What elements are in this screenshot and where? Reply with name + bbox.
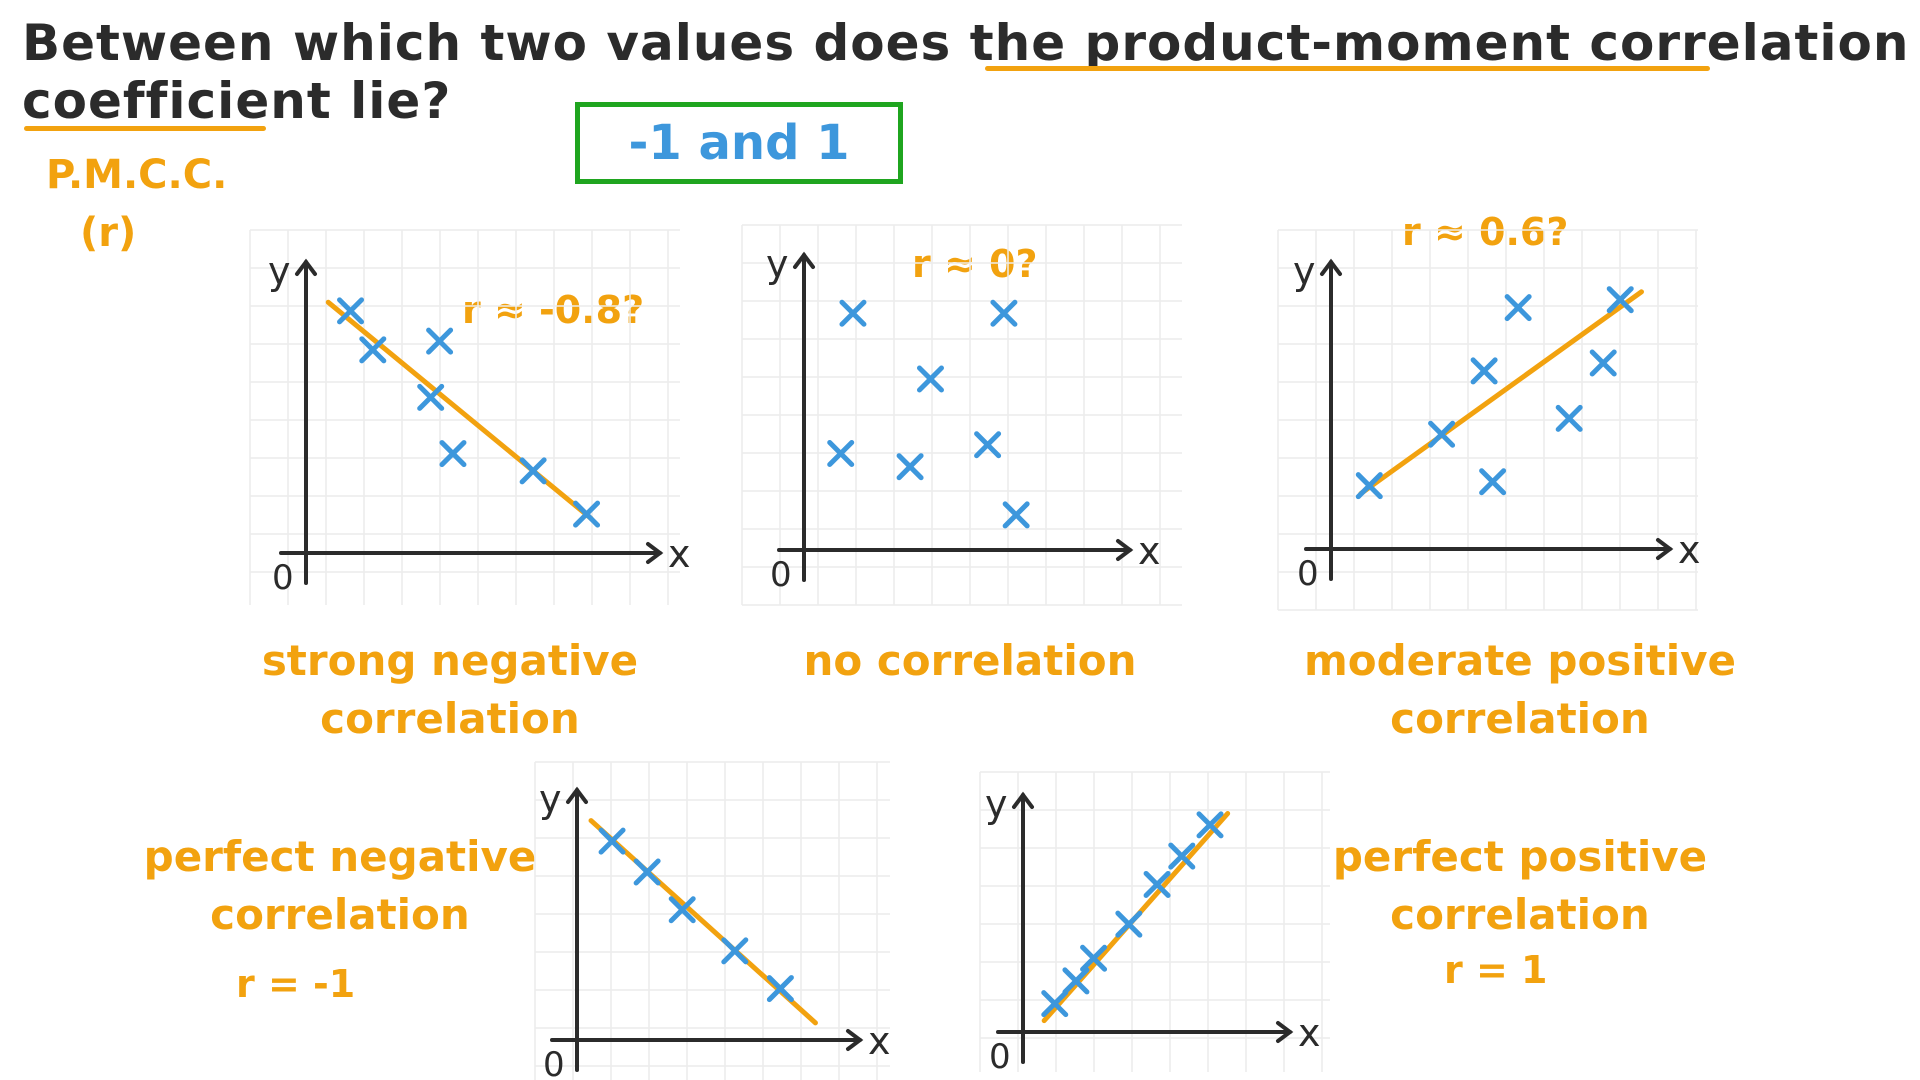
chart-1-point-3 xyxy=(426,327,454,355)
chart-5-y-label: y xyxy=(985,782,1008,826)
chart-1-annotation: r ≈ -0.8? xyxy=(462,288,645,332)
chart-5-point-7 xyxy=(1196,811,1224,839)
underline-coefficient xyxy=(24,126,266,131)
chart-1-label: strong negative correlation xyxy=(240,632,660,748)
chart-2-point-4 xyxy=(896,453,924,481)
chart-2-x-arrow xyxy=(1116,539,1134,561)
chart-4-point-3 xyxy=(668,896,696,924)
chart-1-point-6 xyxy=(519,457,547,485)
chart-5-point-2 xyxy=(1062,967,1090,995)
chart-1-point-7 xyxy=(573,500,601,528)
chart-3-point-3 xyxy=(1470,357,1498,385)
chart-3-x-label: x xyxy=(1678,528,1701,572)
chart-4-y-label: y xyxy=(539,777,562,821)
question-emph: coefficient xyxy=(22,72,332,130)
chart-2-label-line-1: no correlation xyxy=(803,636,1137,685)
chart-5-origin-label: 0 xyxy=(989,1037,1011,1077)
r-symbol: (r) xyxy=(80,210,137,256)
chart-3-label: moderate positive correlation xyxy=(1290,632,1750,748)
question-rest: lie? xyxy=(350,72,452,130)
pmcc-abbrev: P.M.C.C. xyxy=(46,152,228,198)
chart-4-origin-label: 0 xyxy=(543,1045,565,1080)
chart-5-x-arrow xyxy=(1276,1021,1294,1043)
chart-1-point-2 xyxy=(359,336,387,364)
chart-3-label-line-2: correlation xyxy=(1390,694,1650,743)
chart-3-point-8 xyxy=(1606,286,1634,314)
chart-1-label-line-1: strong negative xyxy=(261,636,639,685)
chart-4-point-1 xyxy=(598,827,626,855)
chart-5-label: perfect positive correlation xyxy=(1310,828,1730,944)
chart-1-point-1 xyxy=(337,297,365,325)
chart-1-point-4 xyxy=(417,383,445,411)
chart-3-trend-line xyxy=(1358,289,1644,497)
chart-5-point-1 xyxy=(1041,990,1069,1018)
chart-2-point-1 xyxy=(839,299,867,327)
chart-1-y-label: y xyxy=(268,249,291,293)
chart-2-annotation: r ≈ 0? xyxy=(912,242,1038,286)
chart-3-point-5 xyxy=(1479,468,1507,496)
chart-4-label-line-1: perfect negative xyxy=(143,832,537,881)
chart-5-point-3 xyxy=(1080,944,1108,972)
chart-2-origin-label: 0 xyxy=(770,555,792,595)
chart-3-origin-label: 0 xyxy=(1297,554,1319,594)
answer-box: -1 and 1 xyxy=(575,102,903,184)
chart-4-label: perfect negative correlation xyxy=(130,828,550,944)
chart-1-y-arrow xyxy=(295,258,317,276)
chart-1-x-label: x xyxy=(668,532,691,576)
chart-5-point-5 xyxy=(1143,870,1171,898)
chart-4-point-2 xyxy=(633,858,661,886)
chart-3-point-1 xyxy=(1355,472,1383,500)
chart-4-label-line-2: correlation xyxy=(210,890,470,939)
chart-1-x-arrow xyxy=(646,542,664,564)
chart-2-y-arrow xyxy=(793,251,815,269)
chart-5-label-line-1: perfect positive xyxy=(1332,832,1708,881)
chart-3-y-arrow xyxy=(1320,258,1342,276)
chart-2-label: no correlation xyxy=(760,632,1180,690)
chart-3-point-4 xyxy=(1504,294,1532,322)
chart-2-y-label: y xyxy=(766,242,789,286)
chart-1-label-line-2: correlation xyxy=(320,694,580,743)
chart-1-point-5 xyxy=(439,440,467,468)
chart-2-point-3 xyxy=(916,365,944,393)
chart-4-annotation: r = -1 xyxy=(236,962,356,1006)
underline-pmcc xyxy=(985,66,1710,71)
chart-4-x-arrow xyxy=(846,1029,864,1051)
question-line-1: Between which two values does the produc… xyxy=(22,14,1910,72)
chart-2-point-6 xyxy=(974,431,1002,459)
chart-4-x-label: x xyxy=(868,1019,891,1063)
chart-1-trend-line xyxy=(325,299,594,521)
question-line-2: coefficient lie? xyxy=(22,72,451,130)
chart-2-point-5 xyxy=(990,299,1018,327)
chart-5-label-line-2: correlation xyxy=(1390,890,1650,939)
chart-5-y-arrow xyxy=(1012,791,1034,809)
chart-5-point-6 xyxy=(1168,842,1196,870)
chart-1-origin-label: 0 xyxy=(272,558,294,598)
chart-3-point-2 xyxy=(1428,420,1456,448)
chart-4-y-arrow xyxy=(566,786,588,804)
chart-5-point-4 xyxy=(1115,910,1143,938)
chart-2-point-2 xyxy=(827,440,855,468)
chart-5-annotation: r = 1 xyxy=(1444,948,1548,992)
chart-3-y-label: y xyxy=(1293,249,1316,293)
chart-3-x-arrow xyxy=(1656,538,1674,560)
chart-2-x-label: x xyxy=(1138,529,1161,573)
chart-5-x-label: x xyxy=(1298,1011,1321,1055)
chart-3-label-line-1: moderate positive xyxy=(1303,636,1737,685)
chart-3-point-6 xyxy=(1555,404,1583,432)
chart-2-point-7 xyxy=(1002,501,1030,529)
answer-text: -1 and 1 xyxy=(628,115,850,171)
chart-4-point-5 xyxy=(766,975,794,1003)
chart-4-point-4 xyxy=(721,937,749,965)
chart-3-point-7 xyxy=(1589,349,1617,377)
